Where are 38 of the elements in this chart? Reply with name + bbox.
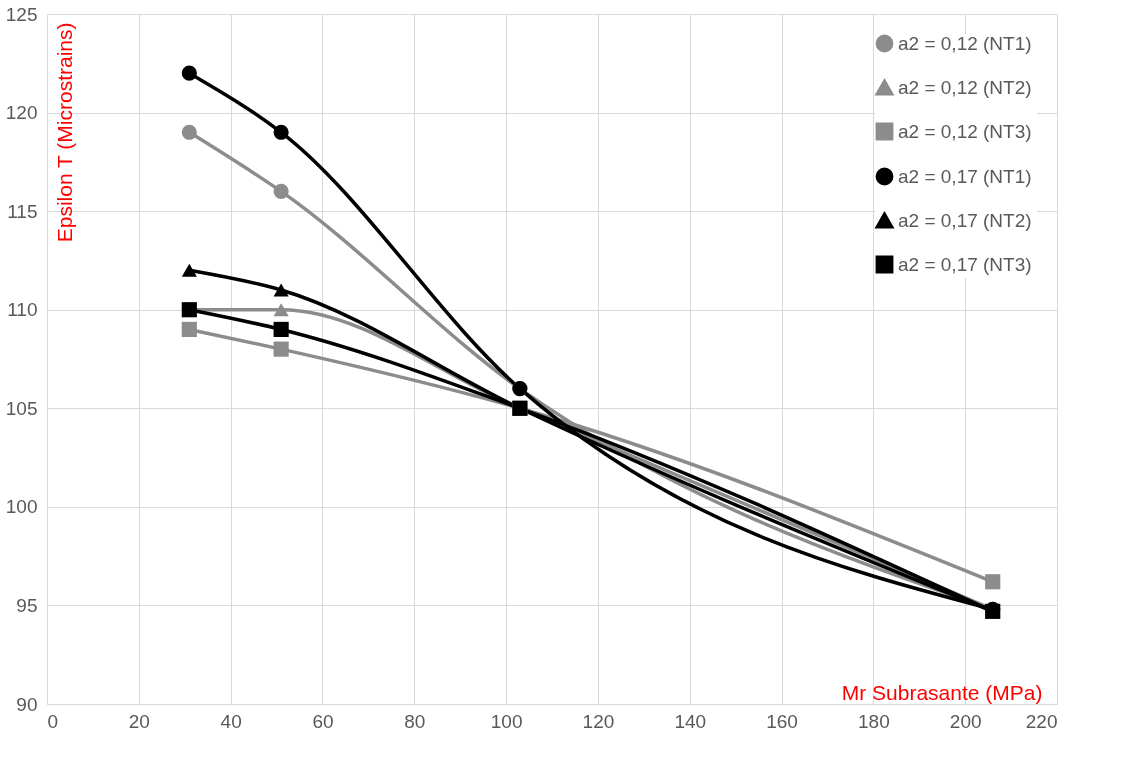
x-tick-label: 160 xyxy=(766,710,798,732)
point xyxy=(181,124,197,140)
x-axis-title: Mr Subrasante (MPa) xyxy=(841,680,1043,704)
y-tick-label: 120 xyxy=(5,102,38,124)
x-tick-label: 20 xyxy=(128,710,150,732)
x-tick-label: 40 xyxy=(220,710,242,732)
y-tick-label: 90 xyxy=(16,693,38,715)
point xyxy=(273,124,289,140)
x-tick-label: 120 xyxy=(582,710,615,732)
x-tick-label: 220 xyxy=(1025,710,1058,732)
x-tick-label: 0 xyxy=(47,710,59,732)
point xyxy=(985,574,1001,590)
y-tick-label: 115 xyxy=(7,200,38,222)
legend-label: a2 = 0,12 (NT2) xyxy=(898,76,1032,98)
x-tick-label: 80 xyxy=(404,710,426,732)
y-tick-label: 105 xyxy=(5,397,38,419)
x-tick-label: 100 xyxy=(490,710,523,732)
x-tick-label: 60 xyxy=(312,710,334,732)
legend-label: a2 = 0,17 (NT3) xyxy=(898,253,1032,275)
x-tick-label: 200 xyxy=(949,710,982,732)
y-tick-label: 125 xyxy=(5,3,38,25)
point xyxy=(181,321,197,338)
legend-label: a2 = 0,12 (NT3) xyxy=(898,120,1032,142)
point xyxy=(181,65,197,81)
point xyxy=(273,283,289,297)
y-tick-label: 110 xyxy=(7,299,38,321)
y-tick-label: 95 xyxy=(16,594,38,616)
legend-label: a2 = 0,12 (NT1) xyxy=(898,32,1032,54)
legend-label: a2 = 0,17 (NT1) xyxy=(898,165,1032,187)
point xyxy=(181,263,197,277)
y-tick-label: 100 xyxy=(5,496,38,518)
x-tick-label: 180 xyxy=(858,710,890,732)
y-axis-title: Epsilon T (Microstrains) xyxy=(52,22,76,243)
point xyxy=(273,183,289,199)
point xyxy=(273,321,289,338)
x-tick-label: 140 xyxy=(674,710,707,732)
legend-label: a2 = 0,17 (NT2) xyxy=(898,209,1032,231)
point xyxy=(273,341,289,357)
